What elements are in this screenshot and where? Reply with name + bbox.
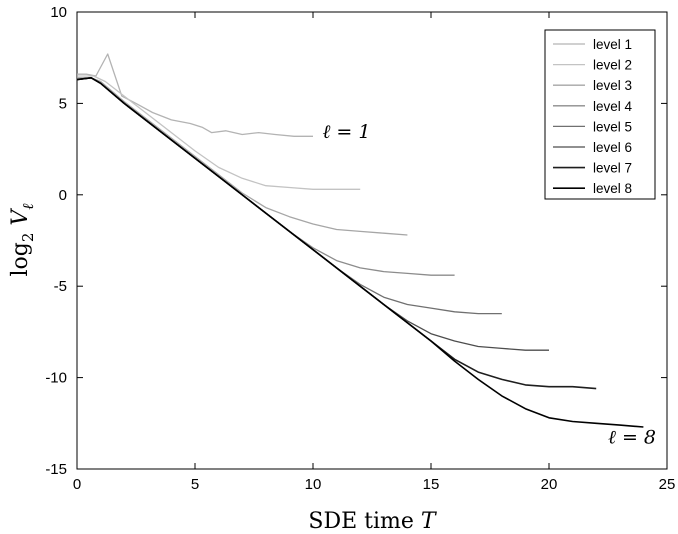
- x-axis-label: SDE time T: [308, 509, 438, 534]
- x-axis-label-symbol: T: [421, 509, 438, 534]
- x-tick-label: 15: [423, 476, 440, 493]
- x-tick-label: 10: [305, 476, 322, 493]
- x-tick-label: 5: [191, 476, 199, 493]
- series-line-level-8: [76, 77, 644, 428]
- annotation-2: ℓ = 8: [608, 426, 656, 448]
- y-tick-label: -5: [54, 278, 67, 295]
- tick-labels: 0 5 10 15 20 25 10 5 0 -5 -10 -15: [45, 4, 675, 493]
- legend-label-level-5: level 5: [593, 119, 632, 134]
- series-line-level-6: [76, 77, 549, 351]
- series-line-level-3: [77, 77, 408, 236]
- legend-label-level-8: level 8: [593, 181, 632, 196]
- series-line-level-2: [77, 75, 361, 190]
- y-tick-label: -15: [45, 461, 67, 478]
- ticks: [76, 11, 668, 470]
- y-axis-label-log: log: [8, 242, 33, 276]
- x-tick-label: 25: [659, 476, 676, 493]
- y-tick-label: 10: [50, 4, 67, 21]
- annotations: ℓ = 1 ℓ = 8: [322, 121, 656, 448]
- legend-label-level-4: level 4: [593, 99, 633, 114]
- y-axis-label-base: 2: [19, 233, 37, 243]
- legend-label-level-7: level 7: [593, 161, 632, 176]
- y-axis-label-sub: ℓ: [19, 203, 37, 209]
- series-line-level-1: [77, 53, 313, 137]
- x-tick-label: 0: [73, 476, 81, 493]
- legend-label-level-2: level 2: [593, 58, 632, 73]
- plot-area-frame: [76, 11, 668, 470]
- legend-items: level 1 level 2 level 3 level 4 level 5 level…: [553, 37, 633, 196]
- series-line-level-5: [76, 77, 502, 315]
- y-axis-label-var: V: [8, 208, 33, 233]
- y-tick-label: -10: [45, 370, 67, 387]
- annotation-1: ℓ = 1: [322, 121, 370, 143]
- y-axis-label: log2 Vℓ: [8, 203, 37, 276]
- x-axis-label-prefix: SDE time: [308, 509, 421, 534]
- y-tick-label: 5: [59, 95, 67, 112]
- series-line-level-4: [76, 77, 455, 276]
- legend-label-level-3: level 3: [593, 78, 632, 93]
- series-lines: [76, 53, 644, 428]
- legend-label-level-1: level 1: [593, 37, 632, 52]
- x-tick-label: 20: [541, 476, 558, 493]
- y-tick-label: 0: [59, 187, 67, 204]
- legend-label-level-6: level 6: [593, 140, 632, 155]
- legend: level 1 level 2 level 3 level 4 level 5 level…: [544, 29, 656, 200]
- legend-box: [544, 29, 656, 200]
